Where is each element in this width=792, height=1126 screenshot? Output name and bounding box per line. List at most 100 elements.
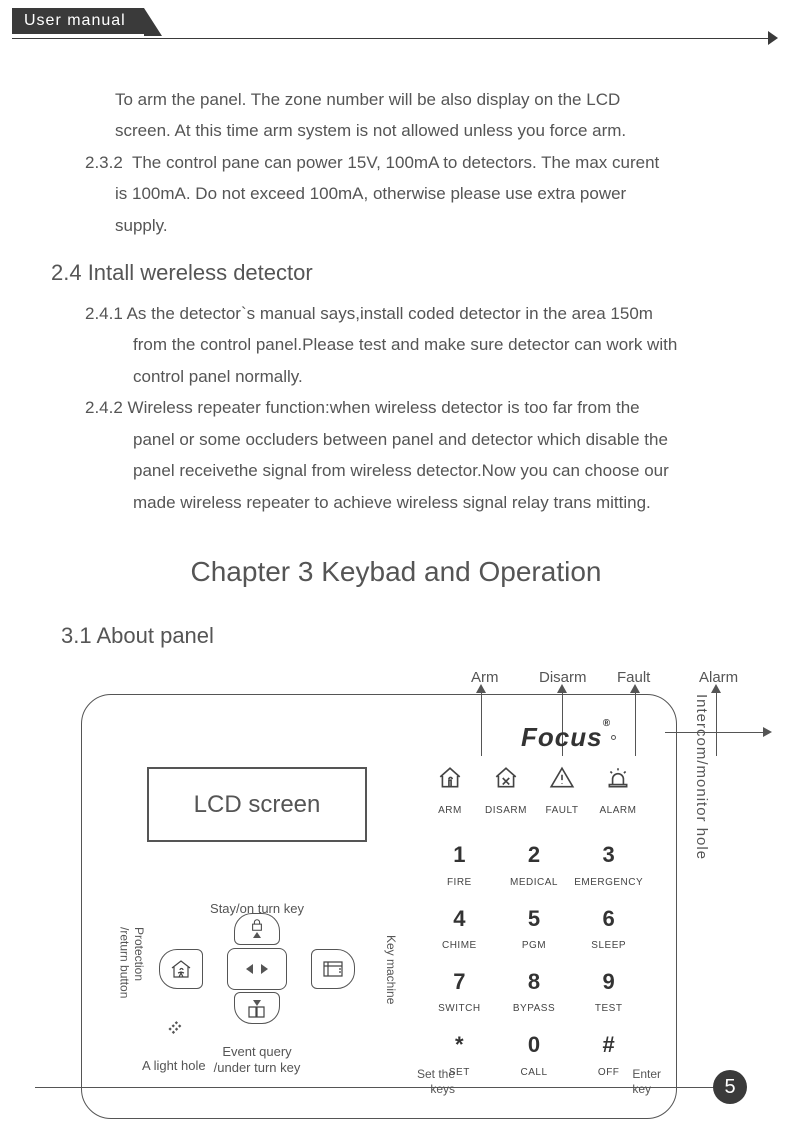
brand-logo: Focus® (521, 713, 611, 761)
header-rule (12, 38, 772, 39)
triangle-right-icon (261, 964, 268, 974)
arrow-up-icon (557, 684, 567, 693)
keypad: 1FIRE 2MEDICAL 3EMERGENCY 4CHIME 5PGM 6S… (422, 835, 646, 1088)
paragraph-line: supply. (45, 210, 747, 241)
key-6: 6SLEEP (571, 899, 646, 956)
arrow-line (665, 732, 765, 733)
lighthole-dots-icon: ⠿ (166, 1022, 182, 1038)
annot-text: Set the (417, 1067, 455, 1081)
label-event-query: Event query /under turn key (214, 1044, 301, 1075)
paragraph-line: screen. At this time arm system is not a… (45, 115, 747, 146)
annot-text: keys (417, 1082, 455, 1096)
paragraph-line: from the control panel.Please test and m… (45, 329, 747, 360)
key-0: 0CALL (497, 1025, 572, 1082)
key-2: 2MEDICAL (497, 835, 572, 892)
paragraph-line: panel receivethe signal from wireless de… (45, 455, 747, 486)
section-title: 2.4 Intall wereless detector (45, 253, 747, 294)
section-num: 2.3.2 (85, 153, 123, 172)
alarm-icon (605, 765, 631, 791)
dpad-right (311, 949, 355, 989)
label-protection-return: Protection /return button (117, 927, 146, 998)
annot-text: Protection (132, 927, 146, 981)
key-num: 4 (422, 899, 497, 940)
status-row: ARM DISARM FAULT ALARM (422, 765, 646, 820)
lcd-screen: LCD screen (147, 767, 367, 842)
key-label: CHIME (422, 937, 497, 956)
dpad-up (234, 913, 280, 945)
header-tab: User manual (12, 8, 144, 34)
paragraph-line: panel or some occluders between panel an… (45, 424, 747, 455)
arrow-up-icon (711, 684, 721, 693)
sub-section-title: 3.1 About panel (45, 616, 747, 657)
paragraph-line: 2.4.2 Wireless repeater function:when wi… (45, 392, 747, 423)
book-icon (248, 1006, 266, 1018)
key-num: 1 (422, 835, 497, 876)
house-person-icon (170, 959, 192, 979)
annot-text: Event query (222, 1044, 291, 1059)
fault-icon (549, 765, 575, 791)
arrow-line (716, 686, 717, 756)
status-label: FAULT (534, 802, 590, 821)
key-label: MEDICAL (497, 874, 572, 893)
label-key-machine: Key machine (380, 935, 402, 1004)
key-num: 9 (571, 962, 646, 1003)
house-arm-icon (437, 765, 463, 791)
paragraph-line: is 100mA. Do not exceed 100mA, otherwise… (45, 178, 747, 209)
panel-outline: Focus® LCD screen ARM DISARM FAULT (81, 694, 677, 1119)
key-num: 6 (571, 899, 646, 940)
key-label: SWITCH (422, 1000, 497, 1019)
status-label: ARM (422, 802, 478, 821)
key-label: CALL (497, 1064, 572, 1083)
key-9: 9TEST (571, 962, 646, 1019)
paragraph-line: 2.3.2 The control pane can power 15V, 10… (45, 147, 747, 178)
key-7: 7SWITCH (422, 962, 497, 1019)
key-4: 4CHIME (422, 899, 497, 956)
key-label: TEST (571, 1000, 646, 1019)
key-3: 3EMERGENCY (571, 835, 646, 892)
status-disarm: DISARM (478, 765, 534, 820)
panel-diagram: Arm Disarm Fault Alarm Intercom/monitor … (65, 664, 727, 1119)
label-set-keys: Set the keys (417, 1067, 455, 1096)
annot-text: Enter (632, 1067, 661, 1081)
annot-text: /return button (117, 927, 131, 998)
key-num: 7 (422, 962, 497, 1003)
label-enter-key: Enter key (632, 1067, 661, 1096)
house-disarm-icon (493, 765, 519, 791)
key-num: 2 (497, 835, 572, 876)
key-5: 5PGM (497, 899, 572, 956)
status-fault: FAULT (534, 765, 590, 820)
paragraph-line: control panel normally. (45, 361, 747, 392)
annot-text: key (632, 1082, 661, 1096)
dpad-left (159, 949, 203, 989)
content-area: To arm the panel. The zone number will b… (0, 34, 792, 1119)
key-num: * (422, 1025, 497, 1066)
key-num: 0 (497, 1025, 572, 1066)
key-label: SLEEP (571, 937, 646, 956)
annot-text: /under turn key (214, 1060, 301, 1075)
triangle-up-icon (253, 932, 261, 938)
status-alarm: ALARM (590, 765, 646, 820)
paragraph-line: made wireless repeater to achieve wirele… (45, 487, 747, 518)
registered-icon: ® (603, 718, 611, 729)
logo-text: Focus (521, 722, 603, 752)
page-number: 5 (713, 1070, 747, 1104)
lock-icon (249, 918, 265, 932)
dpad-center (227, 948, 287, 990)
triangle-left-icon (246, 964, 253, 974)
paragraph-line: To arm the panel. The zone number will b… (45, 84, 747, 115)
header-arrow-icon (768, 31, 778, 45)
label-intercom: Intercom/monitor hole (687, 694, 715, 860)
paragraph-text: The control pane can power 15V, 100mA to… (132, 153, 659, 172)
key-label: FIRE (422, 874, 497, 893)
key-label: BYPASS (497, 1000, 572, 1019)
keypad-icon (322, 960, 344, 978)
key-num: # (571, 1025, 646, 1066)
key-num: 5 (497, 899, 572, 940)
key-label: EMERGENCY (571, 874, 646, 893)
paragraph-line: 2.4.1 As the detector`s manual says,inst… (45, 298, 747, 329)
status-label: ALARM (590, 802, 646, 821)
key-1: 1FIRE (422, 835, 497, 892)
arrow-right-icon (763, 727, 772, 737)
key-num: 3 (571, 835, 646, 876)
dpad-down (234, 992, 280, 1024)
